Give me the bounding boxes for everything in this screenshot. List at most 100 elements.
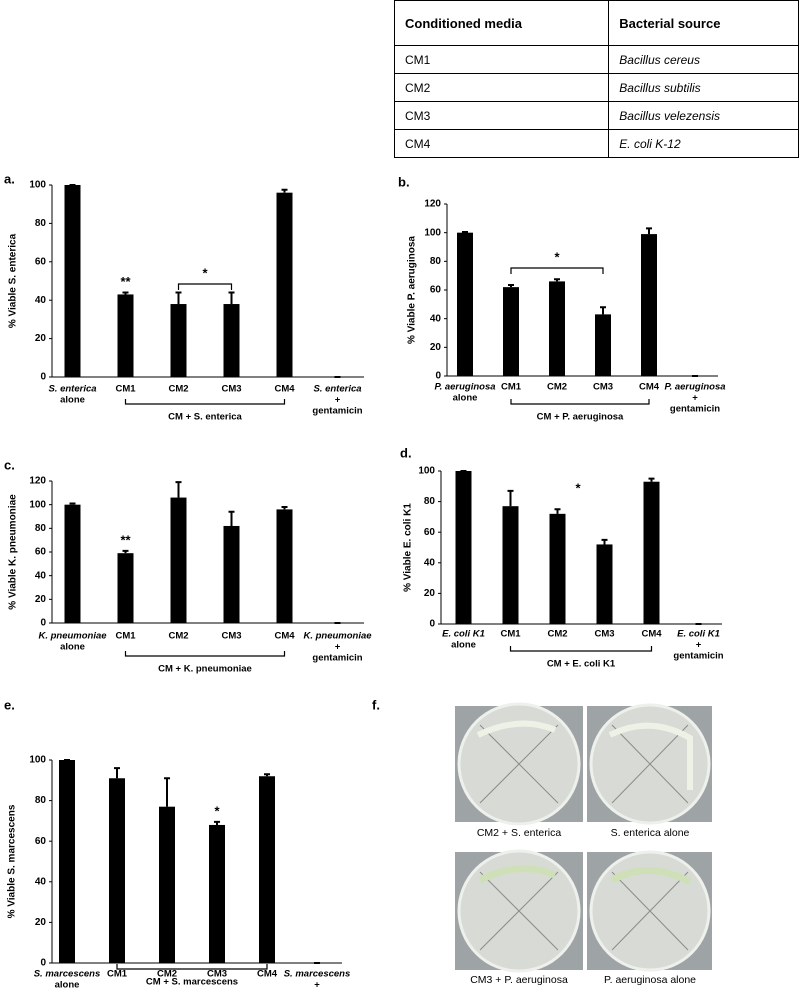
bar xyxy=(596,544,613,624)
table-row: CM2 Bacillus subtilis xyxy=(393,73,799,102)
x-tick-label: gentamicin xyxy=(670,404,720,415)
bar xyxy=(595,314,611,376)
error-bar xyxy=(69,502,76,505)
bar xyxy=(117,294,134,377)
bar xyxy=(259,776,275,963)
error-bar xyxy=(648,477,655,482)
y-tick-label: 40 xyxy=(424,557,436,568)
group-bracket xyxy=(116,964,268,970)
bar xyxy=(209,824,225,963)
y-tick-label: 20 xyxy=(35,917,47,928)
x-tick-label: CM1 xyxy=(501,382,522,393)
table-row: CM3 Bacillus velezensis xyxy=(393,101,799,130)
x-tick-label: S. enterica xyxy=(48,384,96,395)
photo-caption: CM3 + P. aeruginosa xyxy=(470,974,568,986)
y-tick-label: 60 xyxy=(35,547,47,558)
error-bar xyxy=(264,773,270,777)
y-tick-label: 40 xyxy=(35,876,47,887)
bar xyxy=(502,506,519,624)
x-tick-label: CM4 xyxy=(257,969,278,980)
significance-bracket xyxy=(510,267,604,274)
error-bar xyxy=(228,510,235,526)
group-label: CM + S. enterica xyxy=(168,412,242,423)
bar xyxy=(455,471,472,624)
error-bar xyxy=(114,767,120,779)
x-tick-label: CM2 xyxy=(547,382,567,393)
x-tick-label: CM2 xyxy=(547,629,567,640)
bar xyxy=(170,497,187,623)
bar xyxy=(170,304,187,377)
y-tick-label: 20 xyxy=(424,588,436,599)
bar xyxy=(549,281,565,376)
significance-bracket xyxy=(177,283,233,290)
x-tick-label: gentamicin xyxy=(673,651,723,662)
x-tick-label: CM2 xyxy=(168,384,188,395)
bar xyxy=(109,778,125,963)
header-cell: Conditioned media xyxy=(393,0,610,46)
significance-label: ** xyxy=(120,532,131,547)
y-tick-label: 40 xyxy=(35,570,47,581)
y-axis-label: % Viable K. pneumoniae xyxy=(8,494,19,610)
group-label: CM + P. aeruginosa xyxy=(537,412,624,423)
photo-caption: S. enterica alone xyxy=(611,827,690,839)
cell: Bacillus subtilis xyxy=(608,73,799,102)
cell: CM4 xyxy=(393,129,610,158)
y-tick-label: 0 xyxy=(429,619,435,630)
x-tick-label: gentamicin xyxy=(312,653,362,664)
photo-caption: P. aeruginosa alone xyxy=(604,974,696,986)
x-tick-label: alone xyxy=(453,393,478,404)
media-table: Conditioned media Bacterial source CM1 Ba… xyxy=(393,0,799,158)
x-tick-label: K. pneumoniae xyxy=(38,631,107,642)
error-bar xyxy=(175,481,182,498)
cell: CM2 xyxy=(393,73,610,102)
y-tick-label: 80 xyxy=(430,256,442,267)
panel-letter: d. xyxy=(400,445,412,460)
x-tick-label: + xyxy=(335,395,341,406)
y-axis-label: % Viable S. marcescens xyxy=(7,804,18,918)
error-bar xyxy=(600,306,606,315)
y-tick-label: 100 xyxy=(29,180,46,191)
x-tick-label: E. coli K1 xyxy=(677,629,720,640)
bar xyxy=(64,185,81,377)
x-tick-label: K. pneumoniae xyxy=(303,631,372,642)
x-tick-label: CM3 xyxy=(593,382,613,393)
panel-letter: c. xyxy=(4,457,15,472)
y-tick-label: 20 xyxy=(35,333,47,344)
error-bar xyxy=(281,188,288,193)
x-tick-label: CM4 xyxy=(274,384,295,395)
error-bar xyxy=(281,506,288,510)
x-tick-label: E. coli K1 xyxy=(442,629,485,640)
y-tick-label: 0 xyxy=(40,372,46,383)
bar xyxy=(276,509,293,623)
y-tick-label: 80 xyxy=(424,496,436,507)
y-tick-label: 120 xyxy=(29,476,46,487)
bar xyxy=(549,513,566,624)
error-bar xyxy=(462,230,468,233)
plate xyxy=(587,850,712,972)
x-tick-label: CM1 xyxy=(500,629,521,640)
x-tick-label: CM3 xyxy=(221,384,241,395)
panel-letter: a. xyxy=(4,171,15,186)
x-tick-label: gentamicin xyxy=(312,406,362,417)
bar xyxy=(59,760,75,963)
y-axis-label: % Viable S. enterica xyxy=(8,233,19,328)
x-tick-label: CM4 xyxy=(274,631,295,642)
x-tick-label: CM1 xyxy=(115,384,136,395)
bar xyxy=(117,553,134,623)
y-tick-label: 0 xyxy=(40,958,46,969)
x-tick-label: P. aeruginosa xyxy=(434,382,495,393)
x-tick-label: CM3 xyxy=(207,969,227,980)
x-tick-label: CM4 xyxy=(641,629,662,640)
y-tick-label: 20 xyxy=(430,342,442,353)
y-tick-label: 0 xyxy=(40,618,46,629)
x-tick-label: CM1 xyxy=(107,969,128,980)
y-tick-label: 20 xyxy=(35,594,47,605)
y-tick-label: 100 xyxy=(29,499,46,510)
x-tick-label: + xyxy=(314,980,320,988)
x-tick-label: S. marcescens xyxy=(284,969,351,980)
bar xyxy=(503,287,519,376)
x-tick-label: S. marcescens xyxy=(34,969,101,980)
x-tick-label: + xyxy=(335,642,341,653)
significance-label: * xyxy=(554,249,560,264)
